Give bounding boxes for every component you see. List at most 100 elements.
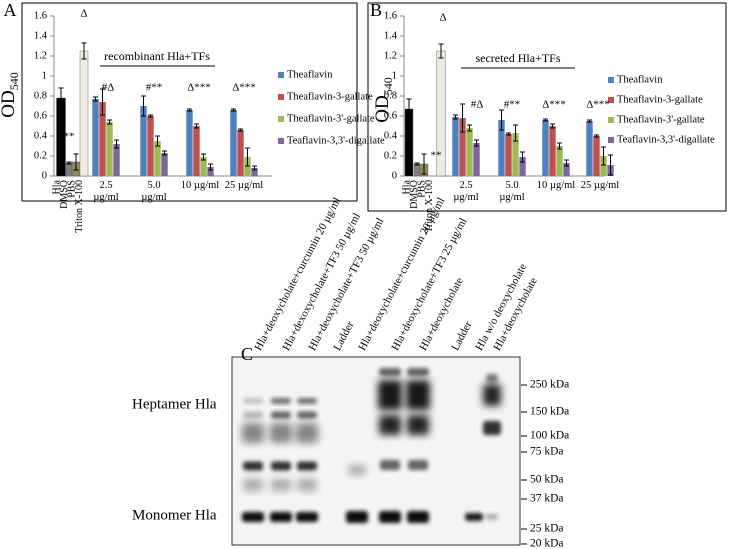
- panel-letter: A: [4, 0, 17, 20]
- annotation: **: [64, 131, 75, 143]
- error-bar: [66, 161, 72, 165]
- bar: [92, 99, 99, 176]
- error-bar: [58, 87, 64, 109]
- bar: [113, 144, 120, 176]
- x-tick-label-box: 10 µg/ml: [181, 180, 219, 191]
- panel-letter: C: [241, 344, 253, 364]
- blot-band: [271, 411, 291, 419]
- blot-band: [380, 460, 400, 470]
- legend-label: Theaflavin-3-gallate: [617, 94, 703, 105]
- legend-label: Theaflavin: [287, 69, 333, 80]
- y-axis-label: OD540: [372, 77, 394, 122]
- legend-swatch: [278, 138, 284, 144]
- control-bar: [79, 50, 89, 177]
- subtitle: recombinant Hla+TFs: [104, 49, 210, 63]
- error-bar: [601, 146, 606, 166]
- blot-band: [483, 421, 501, 435]
- error-bar: [187, 108, 192, 112]
- error-bar: [201, 153, 206, 161]
- y-tick-label: 1.6: [384, 10, 397, 21]
- error-bar: [564, 159, 569, 167]
- panel-a-frame: [21, 2, 358, 202]
- error-bar: [550, 123, 555, 129]
- blot-band: [243, 411, 263, 419]
- blot-band: [297, 398, 317, 404]
- blot-band: [296, 512, 318, 522]
- error-bar: [73, 153, 79, 171]
- annotation: #**: [504, 99, 521, 111]
- blot-band: [296, 423, 318, 443]
- blot-band: [408, 460, 428, 470]
- control-bar: [413, 163, 421, 177]
- y-tick-label: 0: [392, 170, 397, 181]
- bar: [200, 157, 207, 176]
- bar: [147, 116, 154, 176]
- control-label: PBS: [66, 180, 77, 198]
- bar: [563, 163, 570, 176]
- annotation: Δ: [80, 8, 87, 20]
- annotation: Δ***: [187, 82, 211, 94]
- blot-band: [483, 384, 501, 406]
- error-bar: [155, 135, 160, 147]
- error-bar: [438, 43, 444, 59]
- error-bar: [467, 124, 472, 132]
- legend-swatch: [278, 94, 284, 100]
- row-label: Heptamer Hla: [132, 396, 217, 412]
- x-tick-label-box: 2.5 µg/ml: [93, 180, 119, 203]
- annotation: **: [431, 150, 442, 162]
- x-tick-label-box: 25 µg/ml: [224, 180, 264, 191]
- bar: [542, 120, 549, 176]
- annotation: #Δ: [471, 99, 484, 111]
- bar: [593, 136, 600, 176]
- control-label: DMSO: [409, 180, 420, 209]
- subtitle: secreted Hla+TFs: [475, 51, 560, 65]
- error-bar: [557, 142, 562, 150]
- blot-band: [379, 511, 401, 523]
- y-axis-label-main: OD: [0, 90, 19, 117]
- bar: [106, 122, 113, 176]
- error-bar: [231, 108, 236, 112]
- bar: [586, 121, 593, 176]
- x-tick-label: 25 µg/ml: [224, 180, 264, 191]
- bar: [99, 102, 106, 176]
- bar: [549, 126, 556, 176]
- bar: [452, 117, 459, 176]
- bar: [473, 143, 480, 176]
- legend-label: Teaflavin-3,3'-digallate: [617, 134, 715, 145]
- error-bar: [608, 154, 613, 176]
- y-tick-label: 0.8: [384, 90, 397, 101]
- annotation: #Δ: [102, 82, 115, 94]
- error-bar: [499, 109, 504, 131]
- row-label: Monomer Hla: [132, 507, 217, 523]
- lane-label: Ladder: [331, 319, 356, 352]
- error-bar: [414, 162, 420, 166]
- y-tick-label: 1.6: [34, 10, 47, 21]
- annotation: Δ***: [586, 99, 610, 111]
- marker-label: 37 kDa: [530, 493, 564, 505]
- error-bar: [148, 114, 153, 118]
- error-bar: [594, 134, 599, 138]
- bar: [161, 153, 168, 176]
- y-tick-label: 0.2: [34, 150, 47, 161]
- control-label: Triton X-100: [74, 180, 85, 233]
- y-tick-label: 1.4: [384, 30, 398, 41]
- blot-band: [271, 398, 291, 404]
- y-axis-label-sub: 540: [381, 77, 395, 95]
- legend-swatch: [608, 117, 614, 123]
- bar: [519, 157, 526, 176]
- x-tick-label: 2.5 µg/ml: [93, 180, 119, 203]
- y-tick-label: 0.8: [34, 90, 47, 101]
- control-label: DMSO: [59, 180, 70, 209]
- error-bar: [238, 128, 243, 132]
- marker-label: 150 kDa: [530, 406, 569, 418]
- blot-band: [406, 380, 430, 410]
- bar: [505, 134, 512, 176]
- error-bar: [245, 147, 250, 167]
- blot-band: [243, 479, 263, 491]
- blot-band: [242, 423, 264, 443]
- y-tick-label: 1.4: [34, 30, 48, 41]
- x-tick-label: 5.0 µg/ml: [499, 180, 525, 203]
- y-tick-label: 0.4: [384, 130, 398, 141]
